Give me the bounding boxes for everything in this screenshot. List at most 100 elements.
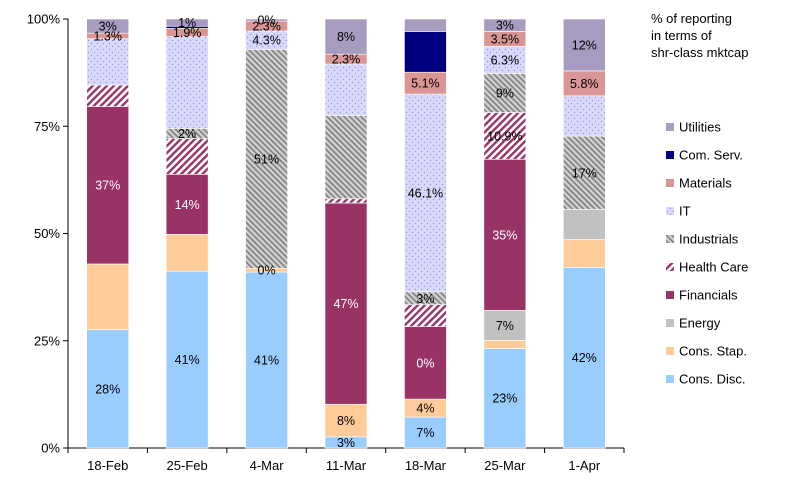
- legend-swatch: [666, 375, 674, 383]
- segment-labels: 28%37%1.3%3%41%14%2%1.9%1%41%0%51%4.3%2.…: [93, 14, 598, 450]
- bar-segment: [562, 209, 606, 240]
- data-label: 4%: [416, 402, 434, 416]
- y-tick-label: 25%: [34, 333, 60, 348]
- bar-segment: [483, 340, 527, 349]
- data-label: 0%: [258, 14, 276, 28]
- data-label: 3%: [337, 436, 355, 450]
- data-label: 2.3%: [252, 20, 281, 34]
- data-label: 1.3%: [93, 29, 122, 43]
- y-tick-label: 75%: [34, 119, 60, 134]
- data-label: 1.9%: [173, 26, 202, 40]
- bar-segment: [86, 84, 130, 107]
- bar-segment: [86, 106, 130, 265]
- bar-segment: [245, 49, 288, 269]
- bar-segment: [86, 263, 130, 330]
- data-label: 41%: [175, 353, 200, 367]
- data-label: 5.1%: [411, 77, 440, 91]
- data-label: 9%: [496, 87, 514, 101]
- data-label: 42%: [572, 351, 597, 365]
- bar-segment: [86, 38, 130, 86]
- legend-label: Utilities: [679, 120, 721, 135]
- bar-segment: [165, 138, 209, 175]
- axes: 0% 25% 50% 75% 100% 18-Feb 25-Feb 4-Mar 11-Mar 18…: [27, 12, 625, 473]
- legend-swatch: [666, 235, 674, 243]
- legend-swatch: [666, 347, 674, 355]
- bar-segment: [165, 18, 209, 27]
- data-label: 8%: [337, 414, 355, 428]
- x-tick-label: 4-Mar: [250, 458, 285, 473]
- legend-label: Industrials: [679, 232, 739, 247]
- bar-segment: [562, 18, 606, 72]
- bar-segment: [165, 270, 209, 449]
- data-label: 7%: [496, 319, 514, 333]
- bar-segment: [404, 31, 447, 73]
- x-tick-label: 1-Apr: [568, 458, 600, 473]
- legend: Utilities Com. Serv. Materials IT Industrial…: [666, 120, 748, 387]
- bar-segment: [562, 267, 606, 449]
- bar-segment: [245, 271, 288, 449]
- bar-segment: [165, 36, 209, 129]
- data-label: 3%: [99, 20, 117, 34]
- chart-note-line: shr-class mktcap: [651, 45, 749, 60]
- data-label: 4.3%: [252, 34, 281, 48]
- legend-label: Com. Serv.: [679, 148, 743, 163]
- bar-segment: [404, 326, 447, 400]
- legend-label: Materials: [679, 176, 732, 191]
- data-label: 12%: [572, 38, 597, 52]
- bar-segment: [483, 309, 527, 341]
- bars: [86, 18, 606, 449]
- data-label: 10.9%: [487, 129, 522, 143]
- data-label: 5.8%: [570, 77, 599, 91]
- legend-label: Energy: [679, 316, 721, 331]
- bar-segment: [562, 95, 606, 137]
- x-tick-label: 25-Feb: [167, 458, 208, 473]
- bar-segment: [483, 158, 527, 311]
- legend-swatch: [666, 319, 674, 327]
- legend-label: Financials: [679, 288, 738, 303]
- chart-note-line: % of reporting: [651, 11, 732, 26]
- data-label: 35%: [492, 228, 517, 242]
- bar-segment: [86, 18, 130, 34]
- bar-segment: [324, 403, 368, 438]
- data-label: 2%: [178, 127, 196, 141]
- x-tick-label: 11-Mar: [326, 458, 367, 473]
- legend-label: Health Care: [679, 260, 748, 275]
- y-tick-label: 100%: [27, 12, 61, 27]
- data-label: 47%: [333, 297, 358, 311]
- bar-segment: [165, 173, 209, 235]
- y-tick-label: 0%: [41, 441, 60, 456]
- bar-segment: [245, 18, 288, 22]
- legend-swatch: [666, 151, 674, 159]
- bar-segment: [165, 234, 209, 272]
- legend-label: Cons. Stap.: [679, 344, 747, 359]
- data-label: 46.1%: [408, 186, 443, 200]
- bar-segment: [562, 239, 606, 268]
- data-label: 41%: [254, 354, 279, 368]
- bar-segment: [324, 202, 368, 405]
- bar-segment: [483, 46, 527, 74]
- bar-segment: [324, 115, 368, 200]
- data-label: 6.3%: [491, 53, 520, 67]
- data-label: 1%: [178, 16, 196, 30]
- bar-segment: [404, 18, 447, 32]
- legend-label: Cons. Disc.: [679, 372, 745, 387]
- data-label: 3%: [416, 292, 434, 306]
- data-label: 23%: [492, 392, 517, 406]
- bar-segment: [483, 348, 527, 449]
- bar-segment: [324, 198, 368, 204]
- data-label: 37%: [95, 179, 120, 193]
- bar-segment: [324, 63, 368, 116]
- data-label: 7%: [416, 426, 434, 440]
- bar-segment: [404, 93, 447, 293]
- bar-segment: [483, 18, 527, 32]
- x-tick-label: 18-Mar: [405, 458, 447, 473]
- data-label: 3.5%: [491, 32, 520, 46]
- data-label: 2.3%: [332, 53, 361, 67]
- x-tick-label: 25-Mar: [484, 458, 526, 473]
- data-label: 51%: [254, 152, 279, 166]
- legend-swatch: [666, 207, 674, 215]
- bar-segment: [562, 135, 606, 210]
- data-label: 0%: [258, 264, 276, 278]
- data-label: 17%: [572, 166, 597, 180]
